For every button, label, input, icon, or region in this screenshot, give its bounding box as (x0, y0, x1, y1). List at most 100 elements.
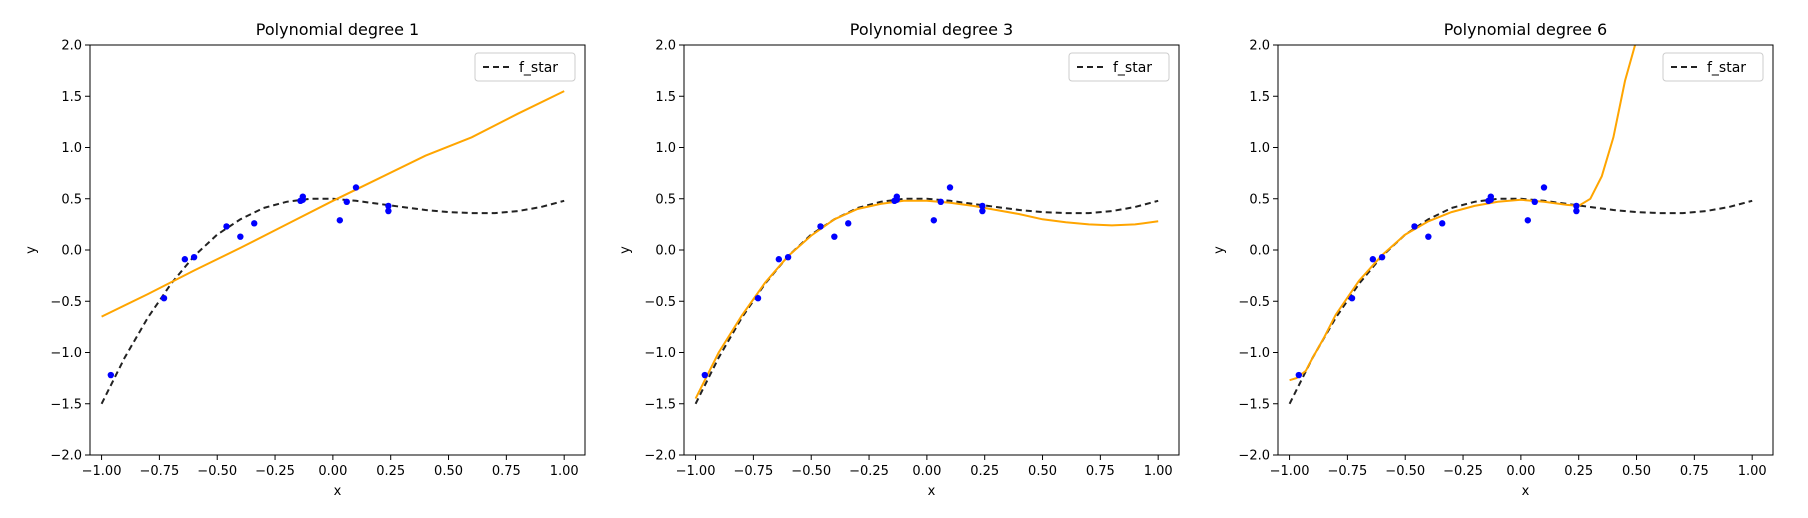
data-point (336, 217, 344, 224)
data-point (1573, 207, 1580, 215)
y-tick-label: 1.5 (61, 90, 82, 105)
fit-line (101, 90, 565, 318)
data-point (1378, 253, 1386, 261)
x-tick-label: −1.00 (676, 464, 716, 479)
x-tick-label: −0.25 (849, 464, 889, 479)
plot-area (694, 184, 1159, 405)
data-point (352, 184, 360, 191)
fit-line (694, 199, 1159, 400)
y-axis-label: y (1212, 246, 1227, 254)
x-tick-label: 0.75 (1086, 464, 1115, 479)
y-axis-label: y (618, 246, 633, 254)
x-tick-label: 0.50 (434, 464, 463, 479)
data-point (893, 196, 901, 203)
data-point (1295, 371, 1303, 379)
data-point (160, 294, 168, 302)
plot-area (1288, 45, 1753, 405)
axes-frame (1277, 44, 1774, 456)
data-point (1487, 196, 1495, 203)
x-axis-label: x (928, 484, 936, 499)
y-tick-label: 0.5 (61, 192, 82, 207)
x-tick-label: 0.50 (1028, 464, 1057, 479)
y-tick-label: 1.5 (1249, 90, 1270, 105)
y-axis-label: y (24, 246, 39, 254)
x-tick-label: −0.50 (1385, 464, 1425, 479)
y-tick-label: −1.5 (1238, 397, 1270, 412)
y-tick-label: 1.0 (1249, 141, 1270, 156)
legend: f_star (1068, 52, 1170, 82)
legend-box (474, 52, 576, 82)
data-point (754, 294, 762, 302)
y-tick-label: 1.0 (655, 141, 676, 156)
y-tick-label: 1.0 (61, 141, 82, 156)
y-tick-label: −1.0 (1238, 346, 1270, 361)
y-tick-label: −2.0 (1238, 449, 1270, 464)
fit-line (1289, 45, 1637, 382)
x-tick-label: −0.25 (1443, 464, 1483, 479)
legend: f_star (474, 52, 576, 82)
chart-panel-1: Polynomial degree 1 −1.00 −0.75 −0.50 −0.25 0… (24, 20, 586, 499)
x-tick-label: −0.50 (197, 464, 237, 479)
y-tick-label: 0.5 (655, 192, 676, 207)
x-tick-label: 0.00 (912, 464, 941, 479)
data-point (1369, 256, 1377, 263)
x-tick-label: 0.25 (970, 464, 999, 479)
y-tick-label: −1.0 (644, 346, 676, 361)
axes-frame (683, 44, 1180, 456)
x-tick-label: 0.25 (376, 464, 405, 479)
legend-label: f_star (1707, 60, 1746, 76)
x-tick-label: 0.75 (492, 464, 521, 479)
data-point (1348, 294, 1356, 302)
legend-label: f_star (1113, 60, 1152, 76)
legend-box (1662, 52, 1764, 82)
x-axis-label: x (1522, 484, 1530, 499)
y-tick-label: −2.0 (50, 449, 82, 464)
y-tick-label: 0.0 (655, 244, 676, 259)
chart-title: Polynomial degree 1 (256, 20, 419, 39)
data-point (784, 253, 792, 261)
legend-box (1068, 52, 1170, 82)
data-point (817, 223, 824, 230)
x-tick-label: −0.50 (791, 464, 831, 479)
legend: f_star (1662, 52, 1764, 82)
data-point (223, 223, 230, 230)
data-point (251, 220, 258, 227)
x-tick-label: 0.50 (1622, 464, 1651, 479)
data-point (1573, 202, 1580, 210)
y-tick-label: 2.0 (61, 39, 82, 54)
y-tick-label: −0.5 (1238, 295, 1270, 310)
data-point (937, 198, 944, 206)
data-point (107, 371, 115, 379)
x-tick-label: −0.75 (139, 464, 179, 479)
axes-frame (89, 44, 586, 456)
chart-title: Polynomial degree 6 (1444, 20, 1607, 39)
data-point (181, 256, 189, 263)
data-point (845, 220, 852, 227)
y-tick-label: −1.5 (644, 397, 676, 412)
data-point (831, 233, 838, 240)
chart-panel-3: Polynomial degree 6 −1.00 −0.75 −0.50 −0.25 0… (1212, 20, 1774, 499)
data-point (237, 233, 244, 240)
x-tick-label: −0.75 (1327, 464, 1367, 479)
f-star-line (1288, 197, 1753, 405)
legend-label: f_star (519, 60, 558, 76)
y-tick-label: −1.5 (50, 397, 82, 412)
data-point (1540, 184, 1548, 191)
data-point (1439, 220, 1446, 227)
data-point (979, 207, 986, 215)
y-tick-label: 0.0 (1249, 244, 1270, 259)
y-tick-label: 0.0 (61, 244, 82, 259)
x-tick-label: 1.00 (1144, 464, 1173, 479)
x-tick-label: 1.00 (1738, 464, 1767, 479)
x-tick-label: 0.00 (1506, 464, 1535, 479)
data-point (343, 198, 350, 206)
y-tick-label: 0.5 (1249, 192, 1270, 207)
y-tick-label: −2.0 (644, 449, 676, 464)
data-point (1411, 223, 1418, 230)
x-tick-label: 0.25 (1564, 464, 1593, 479)
x-tick-label: −1.00 (1270, 464, 1310, 479)
data-point (385, 202, 392, 210)
data-point (701, 371, 709, 379)
chart-panel-2: Polynomial degree 3 −1.00 −0.75 −0.50 −0.25 0… (618, 20, 1180, 499)
